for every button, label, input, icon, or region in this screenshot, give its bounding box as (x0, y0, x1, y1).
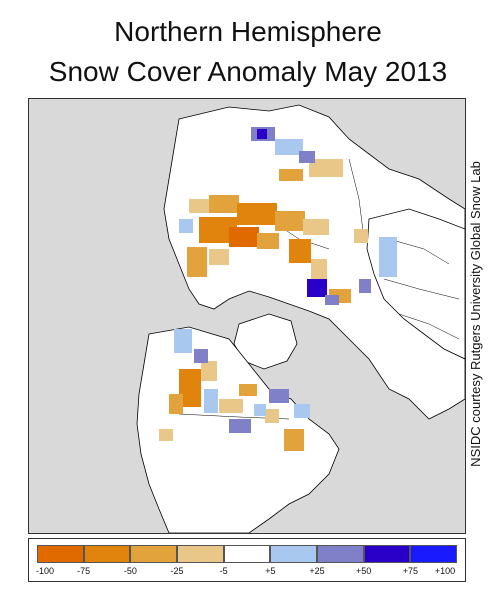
legend-swatch-2 (130, 545, 177, 563)
map-canvas (136, 104, 465, 533)
map-title-line-1: Northern Hemisphere (114, 16, 382, 47)
legend-tick-label: +50 (356, 566, 372, 576)
legend-swatch-0 (37, 545, 84, 563)
legend-tick-label: +75 (402, 566, 418, 576)
credit-text: NSIDC courtesy Rutgers University Global… (468, 161, 483, 467)
snow-anomaly-map (28, 98, 466, 534)
legend-tick-label: +100 (434, 566, 456, 576)
legend-tick-label: -100 (35, 566, 55, 576)
legend-swatch-6 (317, 545, 364, 563)
legend-swatch-5 (270, 545, 317, 563)
legend-swatch-8 (410, 545, 457, 563)
legend-tick-label: -5 (219, 566, 228, 576)
map-legend: -100 -75 -50 -25 -5 +5 +25 +50 +75 +100 (28, 538, 466, 582)
map-title-line-2: Snow Cover Anomaly May 2013 (48, 56, 448, 87)
legend-swatch-7 (363, 545, 411, 563)
legend-tick-label: +25 (309, 566, 325, 576)
legend-tick-label: +5 (265, 566, 276, 576)
anomaly-negative-patches (159, 159, 368, 451)
legend-swatch-3 (177, 545, 224, 563)
legend-swatch-4 (223, 545, 271, 563)
legend-swatch-1 (83, 545, 131, 563)
legend-tick-label: -50 (123, 566, 137, 576)
legend-tick-label: -25 (170, 566, 184, 576)
anomaly-positive-patches (174, 127, 397, 433)
legend-tick-label: -75 (77, 566, 91, 576)
